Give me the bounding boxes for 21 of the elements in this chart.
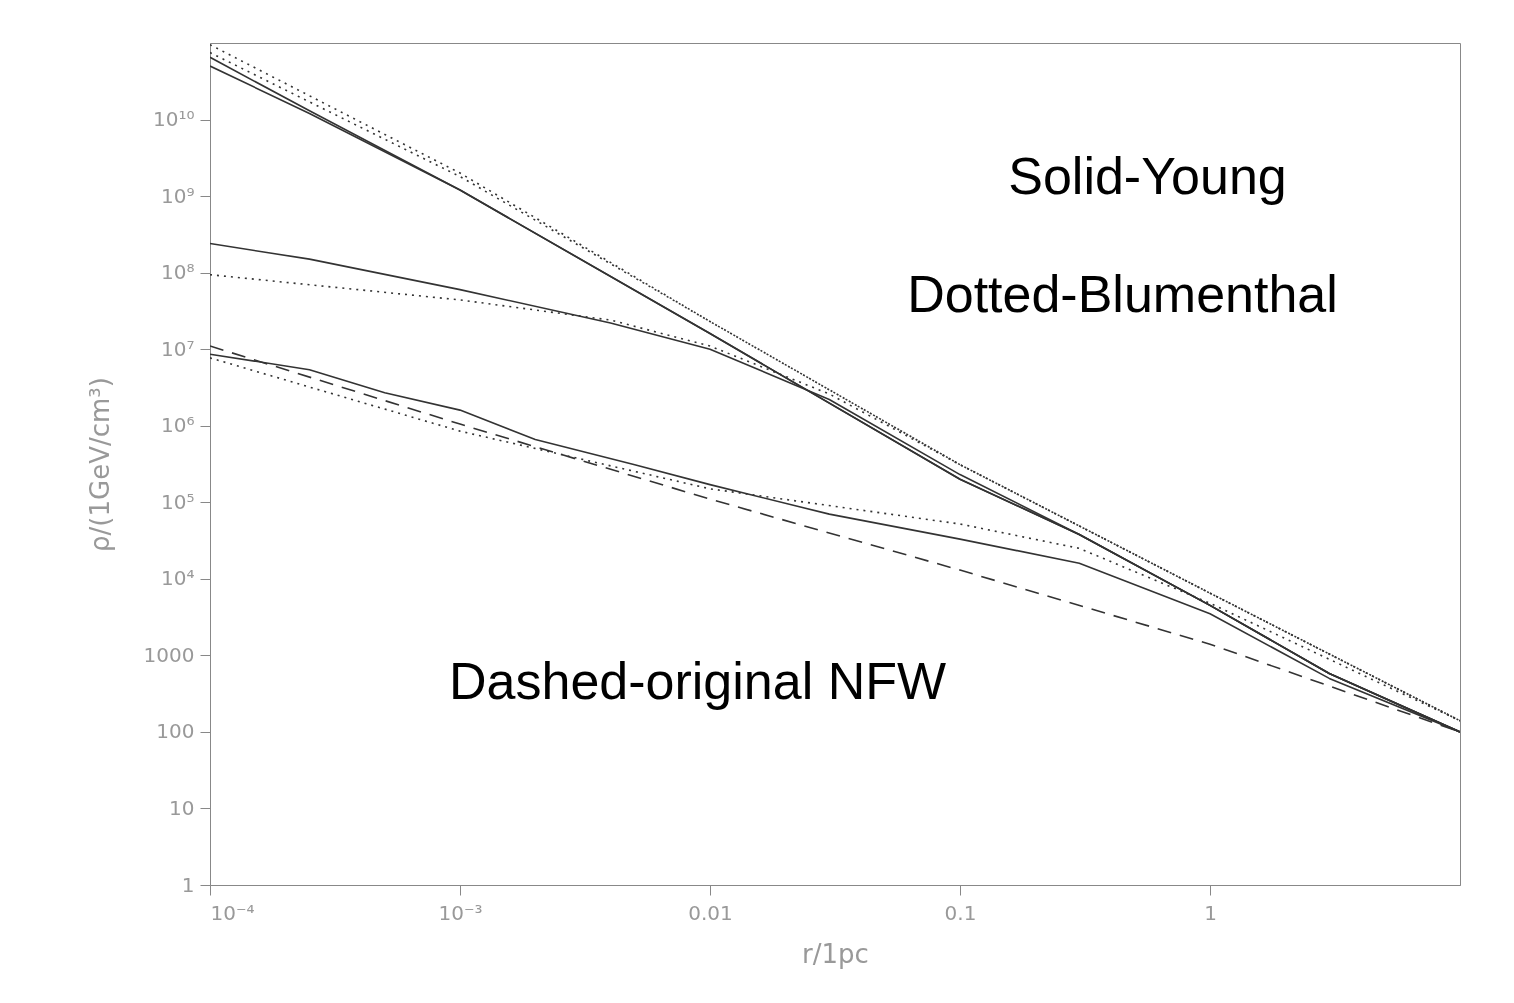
- y-tick-label: 1: [181, 872, 195, 897]
- annotation: Dotted-Blumenthal: [907, 264, 1338, 323]
- annotation: Dashed-original NFW: [448, 651, 947, 710]
- y-tick-label: 10⁸: [161, 260, 195, 285]
- y-tick-label: 10¹⁰: [153, 107, 195, 132]
- y-tick-label: 10⁴: [161, 566, 195, 591]
- y-tick-label: 1000: [143, 642, 195, 667]
- x-tick-label: 10⁻³: [438, 900, 483, 925]
- y-tick-label: 100: [156, 719, 195, 744]
- y-tick-label: 10⁹: [161, 183, 195, 208]
- x-tick-label: 0.01: [688, 900, 733, 925]
- x-tick-label: 10⁻⁴: [210, 900, 255, 925]
- x-tick-label: 1: [1204, 900, 1217, 925]
- annotation: Solid-Young: [1008, 146, 1287, 205]
- y-tick-label: 10⁶: [161, 413, 195, 438]
- x-tick-label: 0.1: [944, 900, 977, 925]
- y-tick-label: 10⁵: [161, 489, 195, 514]
- y-axis-title: ρ/(1GeV/cm³): [84, 377, 115, 552]
- y-tick-label: 10: [169, 795, 195, 820]
- y-tick-label: 10⁷: [161, 336, 195, 361]
- x-axis-title: r/1pc: [802, 938, 869, 969]
